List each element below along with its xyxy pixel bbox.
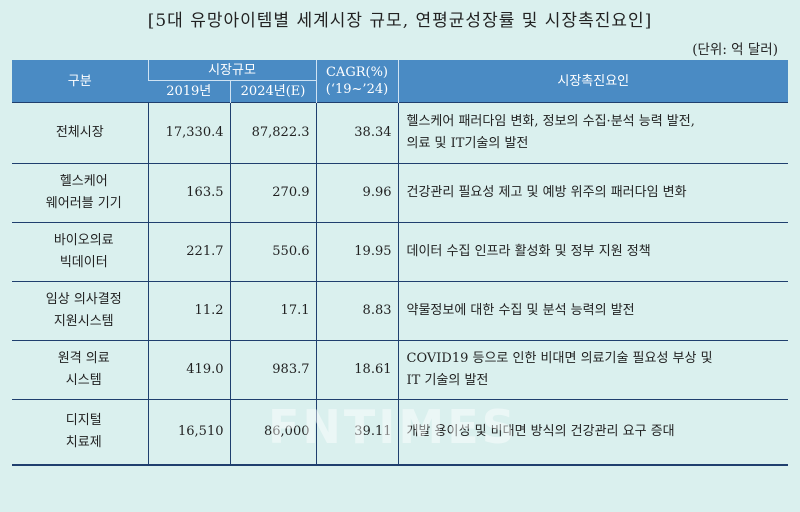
driver-line: 건강관리 필요성 제고 및 예방 위주의 패러다임 변화 <box>406 185 687 200</box>
table-row: 헬스케어 웨어러블 기기 163.5 270.9 9.96 건강관리 필요성 제… <box>12 163 788 223</box>
row-name-line: 웨어러블 기기 <box>45 196 122 211</box>
value-2024: 17.1 <box>229 281 316 341</box>
row-name-line: 임상 의사결정 <box>45 292 122 307</box>
row-name-line: 전체시장 <box>55 125 104 140</box>
page-title: [5대 유망아이템별 세계시장 규모, 연평균성장률 및 시장촉진요인] <box>147 11 653 31</box>
driver-line: IT 기술의 발전 <box>406 373 489 388</box>
driver-line: 데이터 수집 인프라 활성화 및 정부 지원 정책 <box>406 244 651 259</box>
row-name-line: 빅데이터 <box>59 255 108 270</box>
driver-line: 약물정보에 대한 수집 및 분석 능력의 발전 <box>406 303 635 318</box>
row-name: 전체시장 <box>12 102 148 164</box>
value-cagr: 8.83 <box>315 281 398 341</box>
unit-label: (단위: 억 달러) <box>692 42 778 58</box>
value-2019: 163.5 <box>147 163 230 223</box>
header-market-size: 시장규모 <box>147 60 316 81</box>
row-name-line: 치료제 <box>65 435 102 450</box>
value-cagr: 39.11 <box>315 399 398 466</box>
driver-line: 의료 및 IT기술의 발전 <box>406 136 529 151</box>
value-2024: 550.6 <box>229 222 316 282</box>
row-name: 원격 의료 시스템 <box>12 340 148 400</box>
value-2024: 270.9 <box>229 163 316 223</box>
value-2019: 419.0 <box>147 340 230 400</box>
value-2019: 17,330.4 <box>147 102 230 164</box>
header-cagr-line1: CAGR(%) <box>325 65 388 80</box>
driver-text: 건강관리 필요성 제고 및 예방 위주의 패러다임 변화 <box>397 163 788 223</box>
value-2024: 86,000 <box>229 399 316 466</box>
header-2024: 2024년(E) <box>229 80 316 103</box>
row-name: 바이오의료 빅데이터 <box>12 222 148 282</box>
value-2024: 87,822.3 <box>229 102 316 164</box>
value-cagr: 38.34 <box>315 102 398 164</box>
row-name: 임상 의사결정 지원시스템 <box>12 281 148 341</box>
table-row: 전체시장 17,330.4 87,822.3 38.34 헬스케어 패러다임 변… <box>12 102 788 164</box>
table-row: 원격 의료 시스템 419.0 983.7 18.61 COVID19 등으로 … <box>12 340 788 400</box>
header-category: 구분 <box>12 60 148 103</box>
value-2019: 11.2 <box>147 281 230 341</box>
driver-text: 약물정보에 대한 수집 및 분석 능력의 발전 <box>397 281 788 341</box>
market-table: 구분 시장규모 CAGR(%) (‘19~’24) 시장촉진요인 2019년 2… <box>12 60 788 466</box>
value-2019: 221.7 <box>147 222 230 282</box>
table-row: 바이오의료 빅데이터 221.7 550.6 19.95 데이터 수집 인프라 … <box>12 222 788 282</box>
header-cagr-line2: (‘19~’24) <box>325 82 389 97</box>
driver-text: 헬스케어 패러다임 변화, 정보의 수집·분석 능력 발전, 의료 및 IT기술… <box>397 102 788 164</box>
driver-text: 데이터 수집 인프라 활성화 및 정부 지원 정책 <box>397 222 788 282</box>
value-2019: 16,510 <box>147 399 230 466</box>
value-cagr: 18.61 <box>315 340 398 400</box>
header-2019: 2019년 <box>148 80 230 103</box>
row-name-line: 바이오의료 <box>53 233 114 248</box>
row-name-line: 지원시스템 <box>53 314 114 329</box>
driver-line: 개발 용이성 및 비대면 방식의 건강관리 요구 증대 <box>406 424 675 439</box>
value-cagr: 9.96 <box>315 163 398 223</box>
row-name-line: 시스템 <box>65 373 102 388</box>
row-name-line: 헬스케어 <box>59 174 108 189</box>
table-row: 디지털 치료제 16,510 86,000 39.11 개발 용이성 및 비대면… <box>12 399 788 466</box>
row-name-line: 원격 의료 <box>57 351 110 366</box>
driver-text: 개발 용이성 및 비대면 방식의 건강관리 요구 증대 <box>397 399 788 466</box>
header-drivers: 시장촉진요인 <box>397 60 788 103</box>
driver-line: COVID19 등으로 인한 비대면 의료기술 필요성 부상 및 <box>406 351 713 366</box>
driver-text: COVID19 등으로 인한 비대면 의료기술 필요성 부상 및 IT 기술의 … <box>397 340 788 400</box>
row-name: 디지털 치료제 <box>12 399 148 466</box>
table-row: 임상 의사결정 지원시스템 11.2 17.1 8.83 약물정보에 대한 수집… <box>12 281 788 341</box>
row-name: 헬스케어 웨어러블 기기 <box>12 163 148 223</box>
row-name-line: 디지털 <box>65 413 102 428</box>
driver-line: 헬스케어 패러다임 변화, 정보의 수집·분석 능력 발전, <box>406 114 695 129</box>
value-cagr: 19.95 <box>315 222 398 282</box>
header-cagr: CAGR(%) (‘19~’24) <box>315 60 398 103</box>
value-2024: 983.7 <box>229 340 316 400</box>
